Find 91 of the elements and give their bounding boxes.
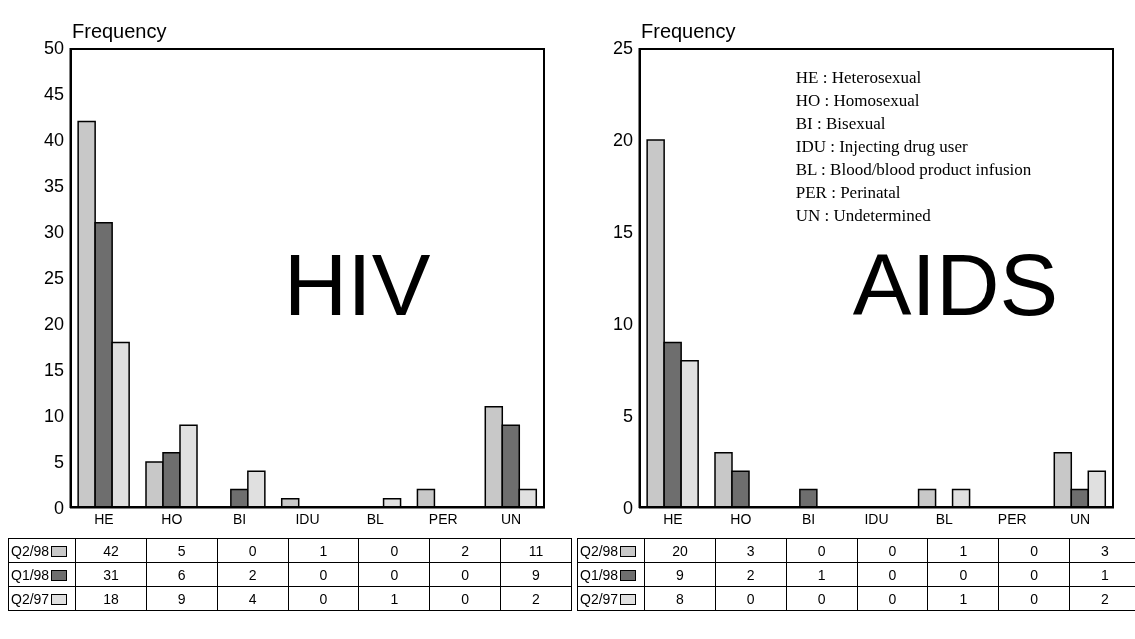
data-label: 5	[146, 538, 218, 563]
y-tick-label: 25	[43, 268, 64, 289]
y-tick-label: 0	[53, 498, 64, 519]
legend-label: Q2/97	[580, 590, 620, 607]
data-label: 6	[146, 562, 218, 587]
data-label: 2	[217, 562, 289, 587]
data-label: 1	[288, 538, 359, 563]
data-label: 0	[358, 562, 430, 587]
x-tick-label: PER	[997, 510, 1027, 527]
data-label: 42	[75, 538, 147, 563]
x-tick-label: BI	[802, 510, 816, 527]
y-axis-title: Frequency	[641, 20, 736, 43]
data-label: 0	[358, 538, 430, 563]
data-label: 8	[644, 586, 716, 611]
data-label: 31	[75, 562, 147, 587]
data-label: 1	[786, 562, 858, 587]
data-label: 1	[927, 586, 999, 611]
legend-label: Q2/98	[580, 542, 620, 559]
y-tick-label: 10	[612, 314, 633, 335]
bar	[799, 488, 818, 508]
annotation: BL : Blood/blood product infusion	[795, 159, 1032, 181]
x-tick-label: HO	[161, 510, 183, 527]
data-label: 4	[217, 586, 289, 611]
x-tick-label: BI	[233, 510, 247, 527]
data-label: 9	[644, 562, 716, 587]
data-label: 2	[500, 586, 572, 611]
x-tick-label: IDU	[864, 510, 889, 527]
data-label: 3	[715, 538, 787, 563]
annotation: BI : Bisexual	[795, 113, 887, 135]
x-tick-label: BL	[366, 510, 385, 527]
y-axis-title: Frequency	[72, 20, 167, 43]
data-label: 0	[288, 562, 359, 587]
x-tick-label: HE	[663, 510, 683, 527]
data-label: 0	[715, 586, 787, 611]
y-tick-label: 0	[622, 498, 633, 519]
y-tick-label: 40	[43, 130, 64, 151]
data-label: 2	[715, 562, 787, 587]
data-label: 0	[429, 562, 501, 587]
data-label: 0	[998, 562, 1070, 587]
data-label: 0	[857, 562, 928, 587]
y-tick-label: 45	[43, 84, 64, 105]
y-tick-label: 25	[612, 38, 633, 59]
data-label: 1	[1069, 562, 1135, 587]
data-label: 0	[288, 586, 359, 611]
text: HIV	[283, 235, 431, 335]
annotation: UN : Undetermined	[795, 205, 932, 227]
y-tick-label: 35	[43, 176, 64, 197]
legend-label: Q2/97	[11, 590, 51, 607]
data-label: 1	[927, 538, 999, 563]
annotation: PER : Perinatal	[795, 182, 902, 204]
data-label: 2	[429, 538, 501, 563]
data-label: 0	[998, 538, 1070, 563]
text: AIDS	[852, 235, 1059, 335]
data-label: 9	[500, 562, 572, 587]
annotation: HO : Homosexual	[795, 90, 921, 112]
y-tick-label: 15	[43, 360, 64, 381]
data-label: 3	[1069, 538, 1135, 563]
y-tick-label: 5	[622, 406, 633, 427]
x-tick-label: PER	[428, 510, 458, 527]
data-label: 0	[998, 586, 1070, 611]
y-tick-label: 50	[43, 38, 64, 59]
x-tick-label: IDU	[295, 510, 320, 527]
data-label: 0	[927, 562, 999, 587]
x-tick-label: UN	[500, 510, 522, 527]
data-label: 0	[217, 538, 289, 563]
data-label: 18	[75, 586, 147, 611]
data-label: 0	[786, 586, 858, 611]
data-label: 0	[786, 538, 858, 563]
annotation: IDU : Injecting drug user	[795, 136, 969, 158]
data-label: 0	[429, 586, 501, 611]
y-tick-label: 5	[53, 452, 64, 473]
legend-label: Q2/98	[11, 542, 51, 559]
y-tick-label: 20	[43, 314, 64, 335]
data-label: 20	[644, 538, 716, 563]
data-label: 2	[1069, 586, 1135, 611]
x-tick-label: UN	[1069, 510, 1091, 527]
data-label: 1	[358, 586, 430, 611]
y-tick-label: 15	[612, 222, 633, 243]
y-tick-label: 20	[612, 130, 633, 151]
data-label: 0	[857, 538, 928, 563]
data-label: 11	[500, 538, 572, 563]
x-tick-label: HE	[94, 510, 114, 527]
legend-label: Q1/98	[11, 566, 51, 583]
legend-label: Q1/98	[580, 566, 620, 583]
x-tick-label: BL	[935, 510, 954, 527]
y-tick-label: 10	[43, 406, 64, 427]
annotation: HE : Heterosexual	[795, 67, 923, 89]
data-label: 0	[857, 586, 928, 611]
data-label: 9	[146, 586, 218, 611]
y-tick-label: 30	[43, 222, 64, 243]
x-tick-label: HO	[730, 510, 752, 527]
